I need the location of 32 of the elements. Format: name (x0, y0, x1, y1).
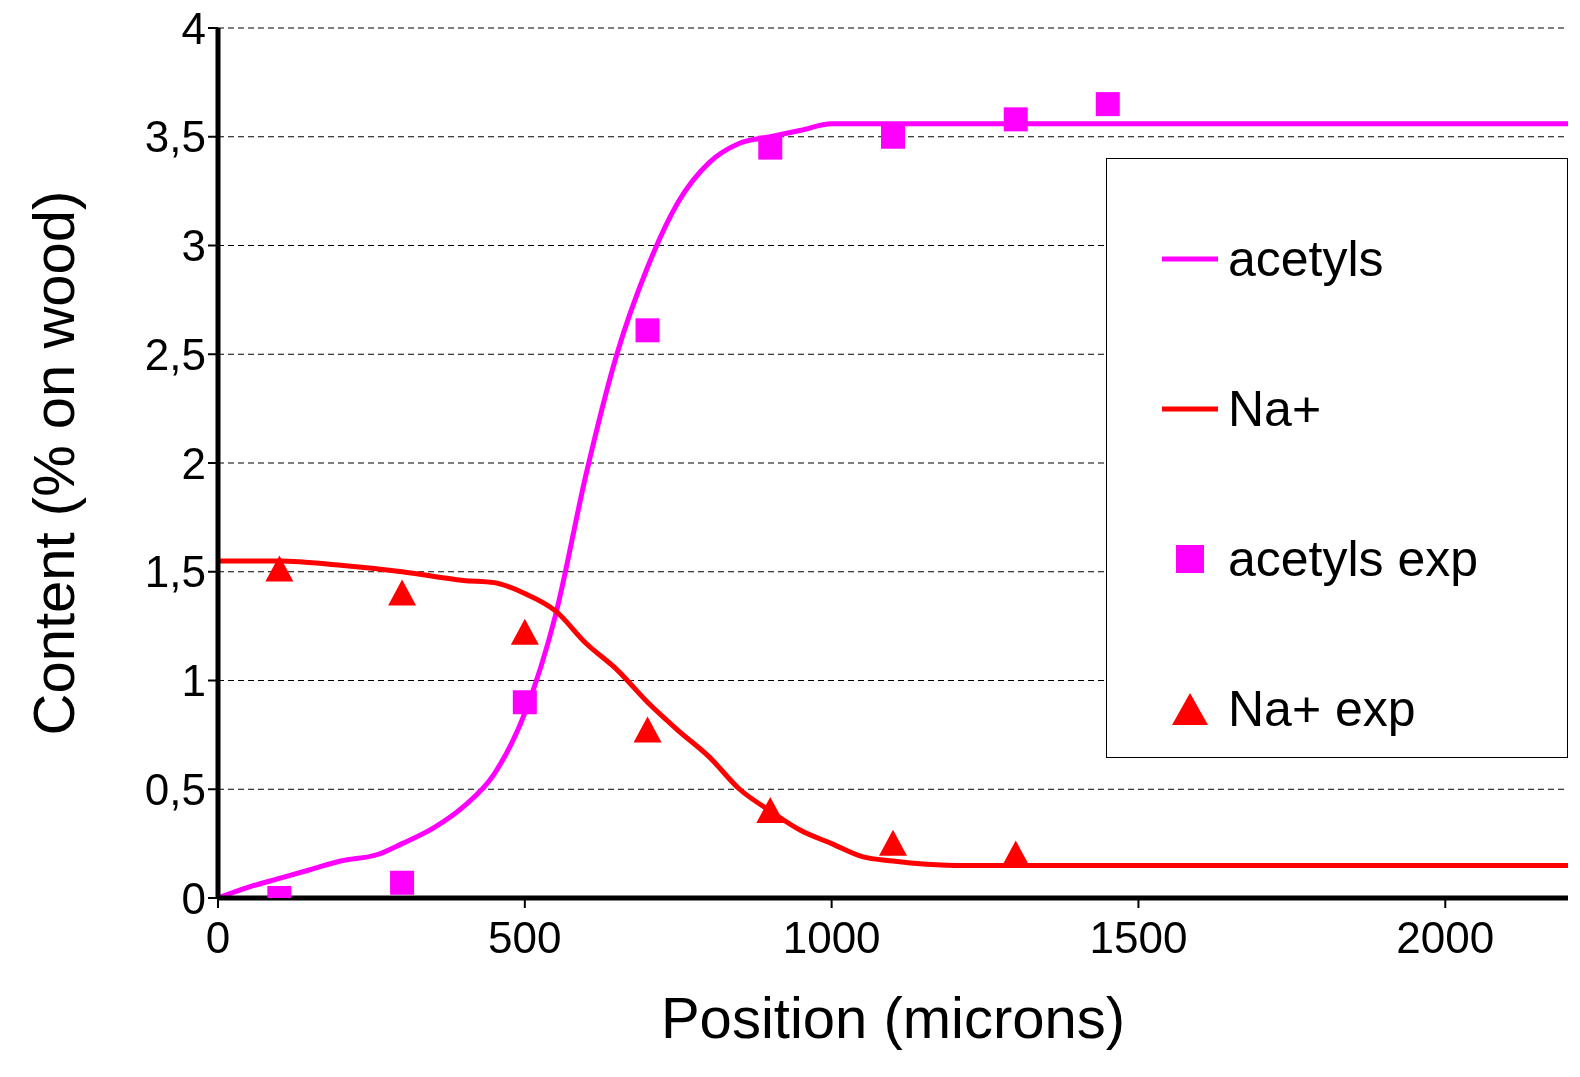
y-axis-title: Content (% on wood) (20, 190, 86, 736)
legend-label: acetyls (1228, 230, 1384, 288)
point (390, 870, 415, 895)
point (756, 797, 785, 823)
y-tick-label: 1,5 (144, 547, 206, 597)
point (510, 618, 539, 645)
x-tick-label: 1000 (782, 913, 881, 963)
point (1095, 92, 1120, 117)
x-axis-title: Position (microns) (660, 985, 1126, 1050)
point (879, 829, 907, 856)
legend-label: Na+ (1228, 380, 1322, 438)
legend-label: Na+ exp (1228, 680, 1416, 738)
point (635, 318, 660, 343)
point (1003, 107, 1028, 132)
y-tick-label: 4 (181, 3, 206, 53)
point (758, 135, 783, 160)
x-tick-label: 500 (488, 913, 562, 963)
y-tick-label: 2 (181, 438, 206, 488)
y-tick-label: 3 (181, 221, 206, 271)
point (633, 716, 662, 743)
y-tick-label: 1 (181, 656, 206, 706)
y-tick-label: 0,5 (144, 764, 206, 814)
legend-label: acetyls exp (1228, 530, 1479, 588)
point (265, 555, 294, 582)
x-tick-label: 1500 (1089, 913, 1188, 963)
point (881, 124, 905, 149)
point (512, 690, 537, 715)
y-tick-label: 2,5 (144, 329, 206, 379)
y-tick-label: 0 (181, 873, 206, 923)
y-tick-label: 3,5 (144, 112, 206, 162)
x-tick-label: 2000 (1396, 913, 1495, 963)
point (388, 579, 417, 606)
